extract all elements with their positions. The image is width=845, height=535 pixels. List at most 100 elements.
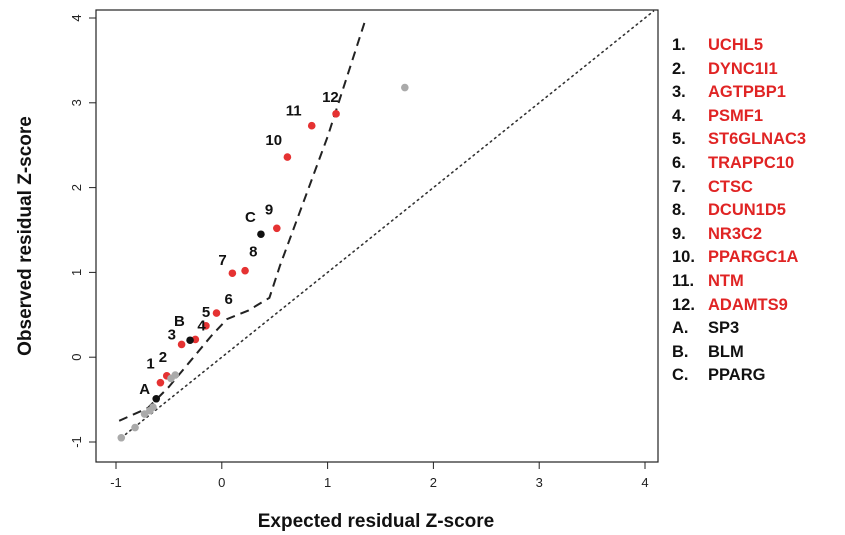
legend-key: 11. [672, 271, 695, 290]
point-label-11: 11 [286, 103, 302, 120]
x-tick-label: 0 [218, 475, 225, 490]
legend-item: 7. CTSC [672, 176, 842, 200]
legend-item: 1. UCHL5 [672, 34, 842, 58]
point-label-7: 7 [218, 252, 226, 269]
plot-frame [95, 9, 659, 463]
legend-key: 12. [672, 295, 695, 314]
point-5 [202, 322, 210, 330]
legend-gene-name: NR3C2 [708, 224, 763, 243]
point-11 [307, 121, 316, 130]
legend-key: 3. [672, 83, 686, 102]
legend-gene-name: ST6GLNAC3 [708, 130, 807, 149]
legend: 1. UCHL5 2. DYNC1I1 3. AGTPBP1 4. PSMF1 5. ST6GLN… [672, 34, 842, 388]
y-tick-label: 1 [69, 269, 84, 276]
legend-item: 6. TRAPPC10 [672, 152, 842, 176]
point-label-B: B [174, 313, 185, 330]
legend-gene-name: PSMF1 [708, 106, 764, 125]
x-axis-title: Expected residual Z-score [258, 511, 495, 532]
x-tick-label: 4 [641, 475, 648, 490]
y-tick-label: 0 [69, 354, 84, 361]
legend-item: 10. PPARGC1A [672, 246, 842, 270]
legend-item: 4. PSMF1 [672, 105, 842, 129]
point-label-2: 2 [159, 349, 167, 366]
y-tick-label: 4 [69, 14, 84, 21]
point-B [186, 336, 194, 345]
legend-gene-name: DCUN1D5 [708, 201, 786, 220]
point-label-10: 10 [265, 132, 282, 149]
reference-lines [118, 10, 655, 439]
point-7 [228, 269, 237, 278]
y-axis-title: Observed residual Z-score [15, 116, 36, 356]
y-tick-label: 3 [69, 99, 84, 106]
legend-gene-name: SP3 [708, 319, 740, 338]
legend-item: 3. AGTPBP1 [672, 81, 842, 105]
legend-key: 8. [672, 201, 686, 220]
legend-item: 9. NR3C2 [672, 223, 842, 247]
envelope-line [118, 21, 366, 422]
point-other [171, 371, 180, 379]
point-label-8: 8 [249, 244, 257, 261]
legend-key: 9. [672, 224, 686, 243]
legend-gene-name: DYNC1I1 [708, 59, 778, 78]
legend-gene-name: PPARG [708, 366, 766, 385]
legend-key: 5. [672, 130, 686, 149]
legend-key: 4. [672, 106, 686, 125]
point-1 [156, 378, 165, 387]
legend-item: 12. ADAMTS9 [672, 294, 842, 318]
point-label-A: A [139, 381, 150, 398]
legend-key: B. [672, 342, 689, 361]
point-label-6: 6 [225, 291, 233, 308]
point-3 [177, 340, 186, 349]
legend-gene-name: UCHL5 [708, 36, 764, 54]
point-A [152, 394, 161, 403]
legend-item: B. BLM [672, 341, 842, 365]
y-tick-label: 2 [69, 184, 84, 191]
point-8 [241, 266, 249, 275]
legend-gene-name: AGTPBP1 [708, 83, 786, 102]
x-tick-label: 3 [536, 475, 543, 490]
point-12 [332, 110, 340, 118]
point-9 [273, 224, 281, 233]
legend-item: 11. NTM [672, 270, 842, 294]
legend-item: 2. DYNC1I1 [672, 58, 842, 82]
y-tick-label: -1 [69, 436, 84, 448]
legend-key: A. [672, 319, 689, 338]
data-points [117, 83, 409, 442]
point-C [257, 230, 265, 239]
point-label-C: C [245, 209, 256, 226]
legend-key: 2. [672, 59, 686, 78]
point-other [117, 433, 126, 442]
legend-gene-name: BLM [708, 342, 744, 361]
point-label-1: 1 [146, 356, 154, 373]
legend-key: 1. [672, 36, 686, 54]
identity-line [120, 10, 655, 439]
legend-gene-name: PPARGC1A [708, 248, 799, 267]
point-label-5: 5 [202, 304, 210, 321]
legend-gene-name: TRAPPC10 [708, 153, 795, 172]
point-label-12: 12 [322, 89, 339, 106]
x-tick-label: 2 [430, 475, 437, 490]
legend-key: 7. [672, 177, 686, 196]
x-tick-label: 1 [324, 475, 331, 490]
legend-gene-name: CTSC [708, 177, 753, 196]
legend-item: A. SP3 [672, 317, 842, 341]
legend-key: 10. [672, 248, 695, 267]
point-6 [212, 309, 221, 317]
point-other [149, 403, 157, 412]
legend-key: 6. [672, 153, 686, 172]
legend-item: C. PPARG [672, 364, 842, 388]
x-tick-label: -1 [110, 475, 122, 490]
legend-item: 5. ST6GLNAC3 [672, 128, 842, 152]
point-other [131, 423, 139, 432]
point-label-9: 9 [265, 201, 273, 218]
point-other [401, 83, 409, 92]
point-10 [283, 153, 292, 161]
point-label-3: 3 [168, 326, 176, 343]
legend-gene-name: NTM [708, 271, 744, 290]
legend-item: 8. DCUN1D5 [672, 199, 842, 223]
legend-gene-name: ADAMTS9 [708, 295, 788, 314]
legend-key: C. [672, 366, 689, 385]
